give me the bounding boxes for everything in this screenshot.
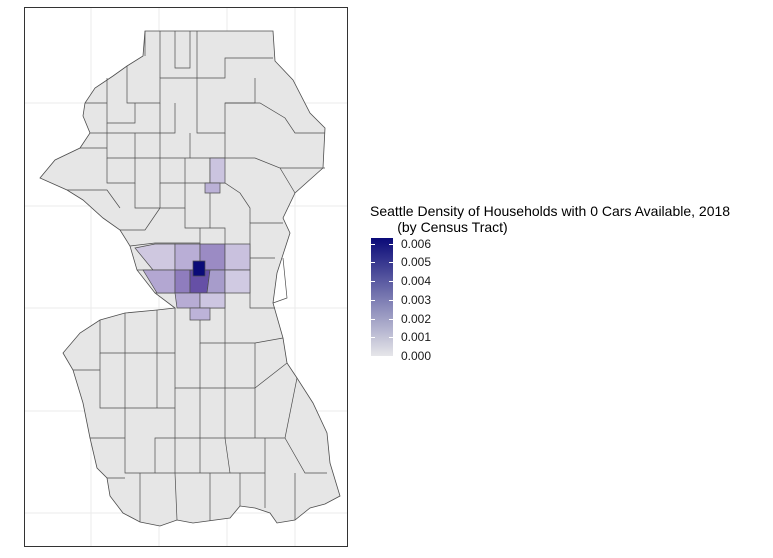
tract-shaded (209, 157, 226, 184)
legend-title: Seattle Density of Households with 0 Car… (370, 203, 730, 235)
tract-shaded (224, 269, 251, 294)
legend-tick-mark (389, 262, 393, 264)
seattle-tract-map (25, 8, 347, 546)
legend-tick-mark (371, 281, 375, 283)
tract-shaded (199, 292, 226, 309)
legend-tick-mark (389, 337, 393, 339)
legend-tick-mark (389, 356, 393, 357)
tract-shaded (189, 307, 211, 321)
legend-tick-label: 0.004 (401, 274, 432, 289)
legend-colorbar (371, 238, 393, 356)
legend-tick-mark (371, 356, 375, 357)
legend-tick-mark (371, 262, 375, 264)
legend-tick-mark (389, 318, 393, 320)
legend-tick-label: 0.005 (401, 255, 432, 270)
legend-tick-label: 0.003 (401, 292, 432, 307)
tract-shaded (174, 292, 201, 309)
legend-tick-label: 0.000 (401, 349, 432, 363)
legend-tick-mark (371, 337, 375, 339)
legend-tick-mark (389, 299, 393, 301)
tract-shaded (192, 260, 206, 277)
legend-tick-label: 0.006 (401, 236, 432, 251)
legend-title-line1: Seattle Density of Households with 0 Car… (370, 203, 731, 219)
legend-tick-mark (371, 318, 375, 320)
legend-tick-mark (371, 243, 375, 245)
tract-shaded (204, 182, 221, 194)
legend-tick-mark (371, 299, 375, 301)
shaded-tracts (134, 157, 251, 321)
legend-tick-label: 0.002 (401, 311, 432, 326)
tract-shaded (174, 269, 191, 294)
legend-tick-mark (389, 281, 393, 283)
map-panel (24, 7, 348, 547)
legend-title-line2: (by Census Tract) (397, 219, 508, 235)
legend-tick-label: 0.001 (401, 330, 432, 345)
legend-tick-mark (389, 243, 393, 245)
tract-shaded (206, 269, 226, 294)
tract-shaded (224, 243, 251, 271)
